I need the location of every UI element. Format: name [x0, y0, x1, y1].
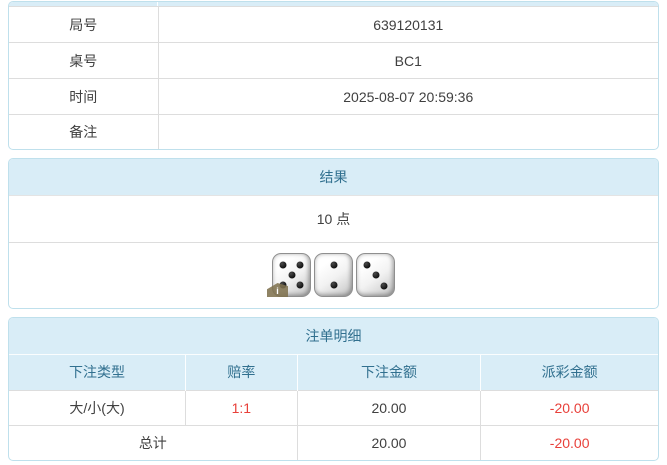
bet-type: 大/小(大) [9, 389, 186, 425]
bet-details-panel: 注单明细 下注类型 赔率 下注金额 派彩金额 大/小(大) 1:1 20.00 … [8, 316, 659, 461]
die-pip [296, 281, 304, 289]
bet-details-table: 下注类型 赔率 下注金额 派彩金额 大/小(大) 1:1 20.00 -20.0… [9, 353, 658, 460]
table-header-row: 下注类型 赔率 下注金额 派彩金额 [9, 353, 658, 390]
col-header-bet-amount: 下注金额 [296, 353, 481, 390]
bet-amount: 20.00 [296, 389, 481, 425]
die-pip [288, 271, 295, 279]
die-image-3 [356, 253, 395, 297]
game-info-panel: 局号 639120131 桌号 BC1 时间 2025-08-07 20:59:… [8, 1, 659, 150]
total-row: 总计 20.00 -20.00 [9, 424, 658, 460]
die-pip [296, 261, 304, 269]
total-label: 总计 [9, 424, 298, 460]
bet-odds: 1:1 [185, 389, 298, 425]
table-row: 局号 639120131 [9, 6, 658, 43]
die-image-2 [314, 253, 353, 297]
result-panel: 结果 10 点 i [8, 157, 659, 309]
round-number-label: 局号 [9, 6, 158, 43]
game-info-table: 局号 639120131 桌号 BC1 时间 2025-08-07 20:59:… [9, 6, 658, 149]
total-payout-amount: -20.00 [480, 424, 658, 460]
payout-amount: -20.00 [480, 389, 658, 425]
table-number-label: 桌号 [9, 42, 158, 79]
col-header-odds: 赔率 [185, 353, 298, 390]
table-row: 桌号 BC1 [9, 42, 658, 79]
total-bet-amount: 20.00 [296, 424, 481, 460]
result-points: 10 点 [9, 194, 658, 242]
col-header-bet-type: 下注类型 [9, 353, 186, 390]
die-pip [380, 282, 388, 290]
col-header-payout-amount: 派彩金额 [480, 353, 658, 390]
die-pip [363, 261, 371, 269]
time-label: 时间 [9, 78, 158, 115]
remark-value [157, 114, 658, 149]
image-info-badge-icon[interactable]: i [267, 283, 288, 297]
die-pip [279, 261, 287, 269]
die-pip [330, 281, 337, 289]
die-pip [372, 271, 379, 279]
bet-row: 大/小(大) 1:1 20.00 -20.00 [9, 389, 658, 425]
cut-off-header-row [9, 2, 658, 6]
result-panel-title: 结果 [9, 158, 658, 195]
table-number-value: BC1 [157, 42, 658, 79]
time-value: 2025-08-07 20:59:36 [157, 78, 658, 115]
round-number-value: 639120131 [157, 6, 658, 43]
bet-details-title: 注单明细 [9, 317, 658, 354]
remark-label: 备注 [9, 114, 158, 149]
dice-row: i [9, 241, 658, 308]
die-image-1: i [267, 253, 311, 297]
table-row: 备注 [9, 114, 658, 149]
table-row: 时间 2025-08-07 20:59:36 [9, 78, 658, 115]
die-pip [330, 261, 337, 269]
column-divider [157, 2, 158, 6]
